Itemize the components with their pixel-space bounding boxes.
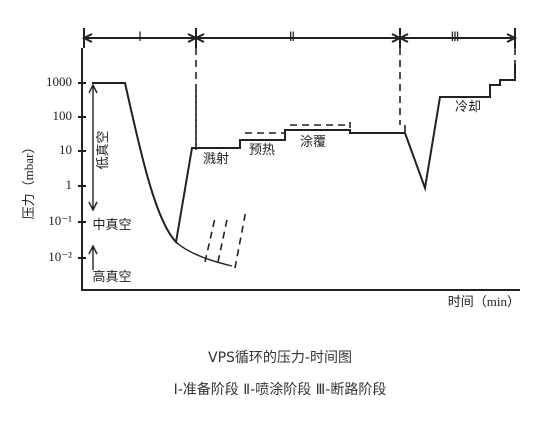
annotation: 涂覆 <box>300 134 326 149</box>
y-tick-label: 10⁻¹ <box>48 213 72 228</box>
phase-label: Ⅰ <box>138 29 142 44</box>
region-label: 低真空 <box>95 130 110 169</box>
region-arrows <box>88 83 98 270</box>
caption-legend: Ⅰ-准备阶段 Ⅱ-喷涂阶段 Ⅲ-断路阶段 <box>174 381 387 398</box>
axes <box>81 48 520 291</box>
y-tick-label: 10 <box>59 142 72 157</box>
pressure-curve <box>175 241 233 267</box>
y-tick-label: 10⁻² <box>48 249 72 264</box>
annotation: 溅射 <box>203 151 229 166</box>
phase-label: Ⅱ <box>289 29 295 44</box>
x-axis-label: 时间（min） <box>448 294 520 309</box>
phase-label: Ⅲ <box>451 29 460 44</box>
dashed-curve <box>195 90 406 145</box>
region-label: 高真空 <box>92 269 131 284</box>
y-tick-label: 1000 <box>46 74 72 89</box>
pressure-curve <box>92 64 516 245</box>
annotation: 冷却 <box>455 99 481 114</box>
y-tick-label: 1 <box>66 177 73 192</box>
tick-marks <box>78 82 86 259</box>
y-tick-label: 100 <box>53 108 73 123</box>
dashed-curve <box>204 209 247 269</box>
phase-arrows <box>81 28 518 48</box>
y-axis-label: 压力（mbar） <box>21 141 36 220</box>
caption-title: VPS循环的压力-时间图 <box>208 350 352 366</box>
annotation: 预热 <box>249 142 275 157</box>
region-label: 中真空 <box>92 217 131 232</box>
